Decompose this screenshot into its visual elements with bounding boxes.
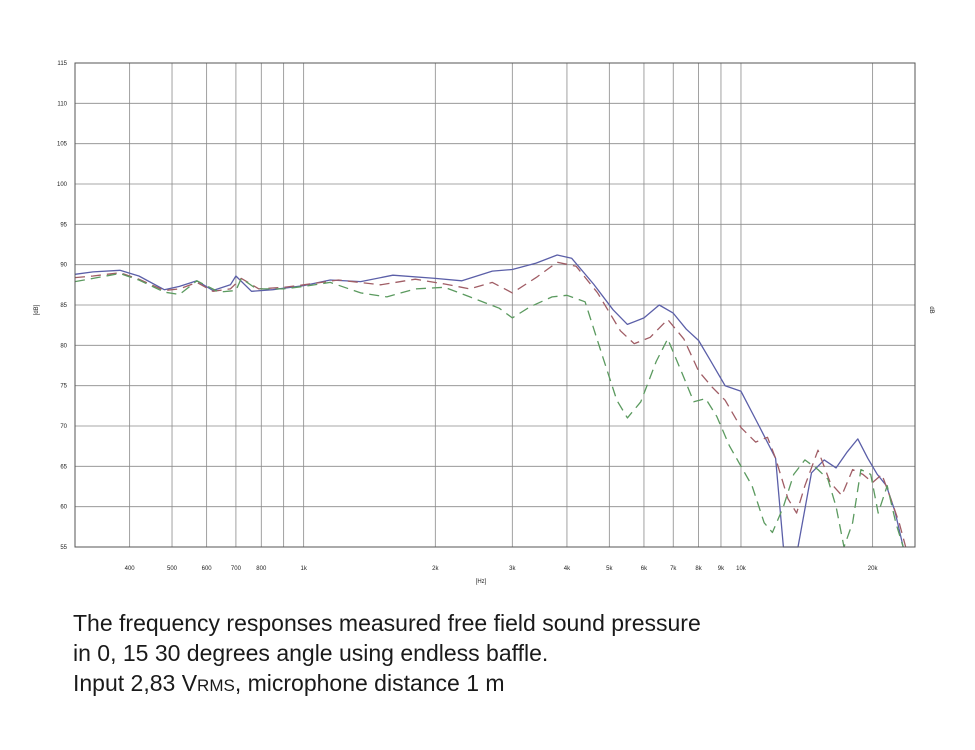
- x-tick-label: 20k: [868, 566, 879, 572]
- caption-line-3-start: Input 2,83 V: [73, 670, 198, 696]
- x-tick-label: 8k: [695, 566, 702, 572]
- x-tick-label: 10k: [736, 566, 747, 572]
- caption-line-3: Input 2,83 VRMS, microphone distance 1 m: [73, 668, 953, 701]
- y-tick-label: 100: [57, 182, 68, 188]
- x-axis-label: [Hz]: [476, 579, 487, 585]
- y-tick-label: 110: [57, 101, 67, 107]
- x-tick-label: 4k: [564, 566, 571, 572]
- x-tick-labels: 400 500 600 700 800 1k 2k 3k 4k 5k 6k 7k 8k 9k 10k 20k: [125, 566, 879, 572]
- y-tick-label: 70: [60, 424, 67, 430]
- y-tick-label: 80: [60, 343, 67, 349]
- y-tick-label: 85: [60, 303, 67, 309]
- frequency-response-chart: 55 60 65 70 75 80 85 90 95 100 105 110 115 400 500 600…: [34, 61, 934, 585]
- caption-line-3-end: , microphone distance 1 m: [234, 670, 505, 696]
- y-tick-label: 90: [60, 263, 67, 269]
- x-tick-label: 500: [167, 566, 178, 572]
- y-tick-label: 60: [60, 505, 67, 511]
- y-tick-label: 75: [60, 384, 67, 390]
- caption-line-2: in 0, 15 30 degrees angle using endless …: [73, 640, 549, 666]
- x-tick-label: 600: [202, 566, 213, 572]
- x-tick-label: 5k: [606, 566, 613, 572]
- caption-rms-subscript: RMS: [197, 676, 235, 695]
- x-tick-label: 800: [256, 566, 267, 572]
- series-line-3: [74, 272, 904, 548]
- x-tick-label: 3k: [509, 566, 516, 572]
- x-tick-label: 1k: [300, 566, 307, 572]
- y2-axis-label: dB: [928, 306, 934, 313]
- y-tick-label: 55: [60, 545, 67, 551]
- chart-caption: The frequency responses measured free fi…: [73, 608, 953, 701]
- y-tick-label: 115: [57, 61, 67, 67]
- x-tick-label: 700: [231, 566, 242, 572]
- series-line-1: [74, 254, 904, 548]
- x-tick-label: 9k: [718, 566, 725, 572]
- grid: [75, 62, 915, 548]
- x-tick-label: 7k: [670, 566, 677, 572]
- x-tick-label: 400: [125, 566, 136, 572]
- x-tick-label: 2k: [432, 566, 439, 572]
- y-tick-labels: 55 60 65 70 75 80 85 90 95 100 105 110 115: [57, 61, 68, 551]
- y-tick-label: 95: [60, 222, 67, 228]
- series-line-2: [74, 261, 907, 548]
- y-tick-label: 65: [60, 464, 67, 470]
- caption-line-1: The frequency responses measured free fi…: [73, 610, 701, 636]
- plot-frame: [74, 62, 916, 548]
- series-layer: [74, 254, 907, 548]
- x-tick-label: 6k: [641, 566, 648, 572]
- y-tick-label: 105: [57, 142, 68, 148]
- y-axis-label: [dB]: [34, 304, 40, 315]
